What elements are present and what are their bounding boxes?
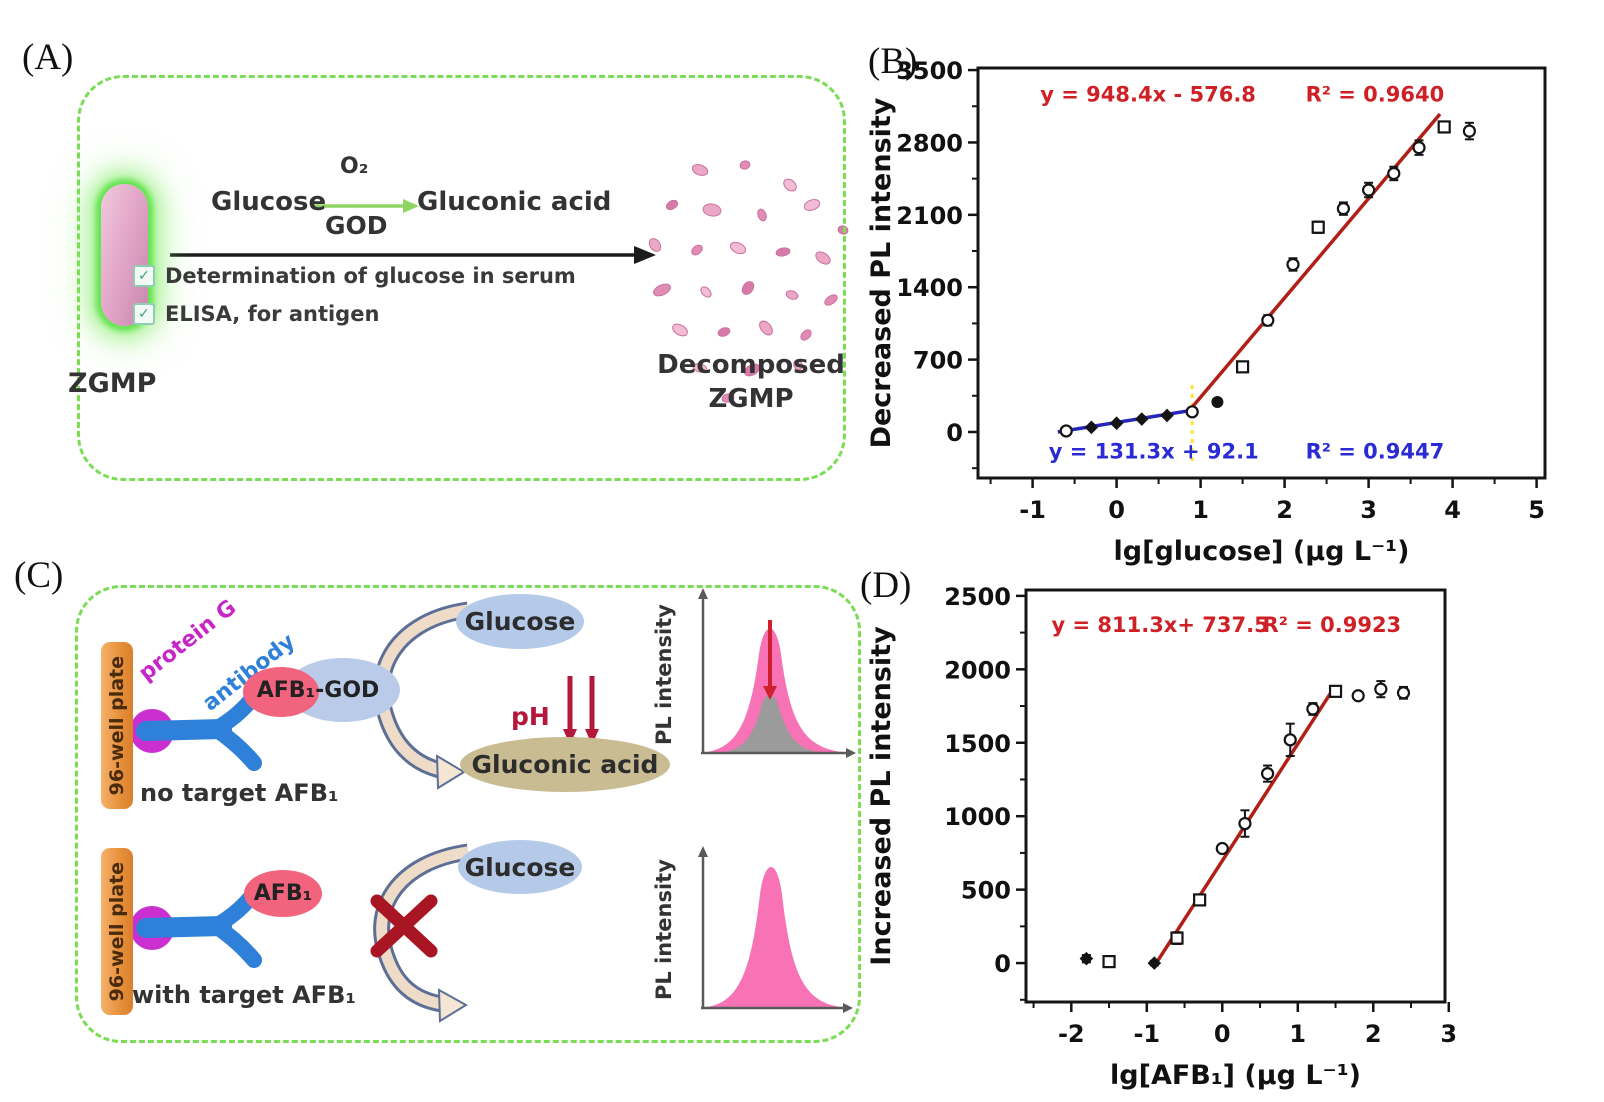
svg-text:3: 3 [1360, 496, 1377, 524]
svg-text:-1: -1 [1133, 1020, 1160, 1048]
x-axis-label: lg[glucose] (μg L⁻¹) [1114, 536, 1410, 567]
svg-text:1400: 1400 [896, 274, 963, 302]
panel-d-letter: (D) [860, 565, 912, 606]
svg-text:-1: -1 [1019, 496, 1046, 524]
svg-text:0: 0 [1214, 1020, 1231, 1048]
svg-text:2800: 2800 [896, 129, 963, 157]
svg-text:2: 2 [1365, 1020, 1382, 1048]
afb1-label: AFB₁ [253, 881, 313, 906]
fit-lines [1057, 112, 1442, 461]
pl-intensity-axis-label: PL intensity [652, 604, 676, 746]
checklist-text: ELISA, for antigen [165, 302, 380, 326]
svg-text:3: 3 [1440, 1020, 1457, 1048]
with-target-caption: with target AFB₁ [132, 981, 356, 1009]
reaction-product: Gluconic acid [417, 187, 612, 217]
svg-text:5: 5 [1528, 496, 1545, 524]
afb1-god-label: AFB₁-GOD [256, 678, 380, 703]
svg-text:2000: 2000 [944, 656, 1011, 684]
equation-annotation: y = 811.3x+ 737.5 [1051, 613, 1268, 637]
data-points [1079, 680, 1411, 970]
svg-text:-2: -2 [1058, 1020, 1085, 1048]
chart-D: -2 -1 0 1 2 3 0 500 1000 1500 2000 2500 lg[AFB₁] (μg… [866, 583, 1457, 1091]
pl-intensity-axis-label: PL intensity [652, 859, 676, 1001]
panel-c-letter: (C) [14, 555, 64, 596]
decomposition-arrow-icon [170, 246, 656, 264]
svg-text:2500: 2500 [944, 583, 1011, 611]
svg-text:1000: 1000 [944, 803, 1011, 831]
data-points [1059, 120, 1477, 438]
axes: -2 -1 0 1 2 3 0 500 1000 1500 2000 2500 [944, 583, 1457, 1048]
gluconic-acid-ellipse: Gluconic acid [460, 737, 670, 792]
y-axis-label: Increased PL intensity [866, 626, 897, 966]
reaction-arrow-icon [315, 199, 419, 213]
fit-high [1190, 112, 1442, 409]
svg-text:4: 4 [1444, 496, 1461, 524]
blocked-cross-icon [370, 894, 438, 958]
reaction-substrate: Glucose [211, 187, 327, 217]
gluconic-acid-label: Gluconic acid [471, 750, 659, 779]
panel-a-letter: (A) [22, 37, 74, 78]
checkbox-icon: ✓ [133, 265, 155, 287]
afb1-ellipse: AFB₁ [244, 870, 322, 917]
panel-b-letter: (B) [868, 41, 918, 82]
afb1-ellipse [243, 667, 319, 717]
reaction-o2-label: O₂ [340, 154, 369, 179]
equation-annotation: R² = 0.9447 [1306, 439, 1445, 463]
pl-inset-decreased [698, 588, 856, 758]
checklist-text: Determination of glucose in serum [165, 264, 576, 288]
reaction-god-label: GOD [325, 211, 388, 240]
equation-annotation: R² = 0.9923 [1263, 613, 1402, 637]
axes: -1 0 1 2 3 4 5 0 700 1400 2100 2800 3500 [896, 57, 1547, 524]
well-plate-label: 96-well plate [106, 861, 128, 1002]
well-plate-bar: 96-well plate [101, 848, 133, 1015]
well-plate-bar: 96-well plate [101, 642, 133, 809]
no-target-caption: no target AFB₁ [140, 779, 339, 807]
checklist-item: ✓ Determination of glucose in serum [133, 264, 576, 288]
ph-label: pH [511, 702, 550, 731]
decomposed-fragments [648, 160, 849, 403]
x-axis-label: lg[AFB₁] (μg L⁻¹) [1110, 1060, 1361, 1091]
svg-text:3500: 3500 [896, 57, 963, 85]
panel-c-border [75, 585, 861, 1043]
checkbox-icon: ✓ [133, 303, 155, 325]
panel-a-border [77, 75, 846, 481]
zgmp-label: ZGMP [68, 368, 157, 399]
decomposed-zgmp-label: ZGMP [708, 384, 794, 414]
glucose-label: Glucose [464, 852, 576, 882]
glucose-label: Glucose [464, 607, 576, 636]
svg-text:0: 0 [1108, 496, 1125, 524]
svg-text:2100: 2100 [896, 202, 963, 230]
fit-low [1057, 407, 1197, 434]
checklist-item: ✓ ELISA, for antigen [133, 302, 379, 326]
chart-B: -1 0 1 2 3 4 5 0 700 1400 2100 2800 3500 lg[glucose] … [866, 57, 1547, 567]
y-axis-label: Decreased PL intensity [866, 97, 897, 448]
svg-text:2: 2 [1276, 496, 1293, 524]
svg-text:1: 1 [1192, 496, 1209, 524]
svg-text:1500: 1500 [944, 730, 1011, 758]
glucose-ellipse: Glucose [458, 840, 582, 894]
svg-text:700: 700 [913, 347, 963, 375]
equation-annotation: R² = 0.9640 [1306, 83, 1445, 107]
well-plate-label: 96-well plate [106, 655, 128, 796]
decomposed-zgmp-label: Decomposed [657, 350, 845, 380]
svg-text:0: 0 [946, 419, 963, 447]
svg-text:0: 0 [994, 950, 1011, 978]
glucose-ellipse: Glucose [456, 594, 584, 649]
svg-text:500: 500 [961, 877, 1011, 905]
svg-text:1: 1 [1289, 1020, 1306, 1048]
equation-annotation: y = 948.4x - 576.8 [1040, 83, 1256, 107]
equation-annotation: y = 131.3x + 92.1 [1049, 439, 1259, 463]
zgmp-rod [101, 184, 148, 326]
